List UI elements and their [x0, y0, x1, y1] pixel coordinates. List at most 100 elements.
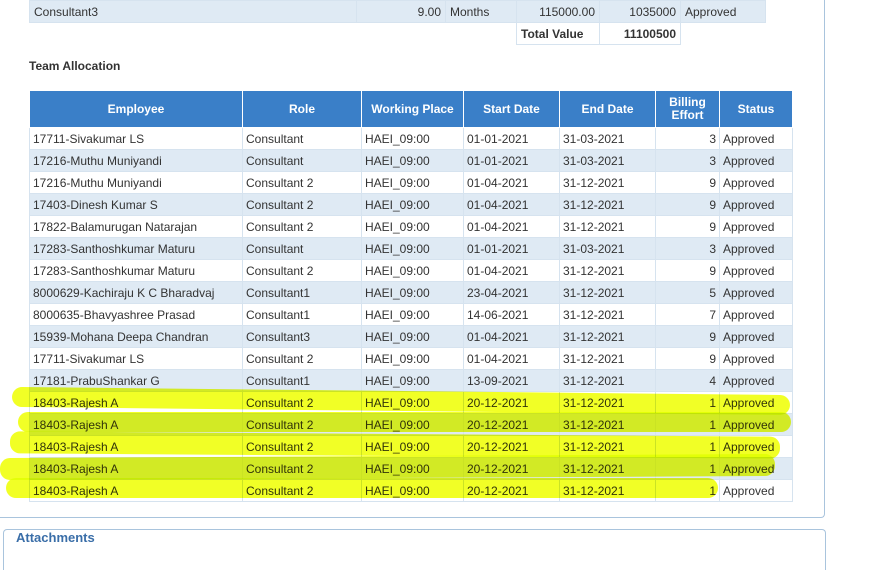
cell-status: Approved	[719, 347, 793, 370]
cell-employee: 17283-Santhoshkumar Maturu	[29, 237, 243, 260]
cell-employee: 17403-Dinesh Kumar S	[29, 193, 243, 216]
cell-billing-effort: 9	[655, 215, 720, 238]
cell-status: Approved	[719, 281, 793, 304]
col-working-place[interactable]: Working Place	[361, 90, 464, 128]
table-row[interactable]: 17216-Muthu Muniyandi Consultant HAEI_09:0…	[29, 149, 793, 172]
cell-billing-effort: 3	[655, 149, 720, 172]
cell-employee: 8000635-Bhavyashree Prasad	[29, 303, 243, 326]
total-row: Total Value 11100500	[30, 22, 766, 45]
col-employee[interactable]: Employee	[29, 90, 243, 128]
cell-role: Consultant3	[242, 325, 362, 348]
cell-working-place: HAEI_09:00	[361, 325, 464, 348]
table-row[interactable]: 8000635-Bhavyashree Prasad Consultant1 HAE…	[29, 303, 793, 326]
cell-working-place: HAEI_09:00	[361, 303, 464, 326]
team-table-header: Employee Role Working Place Start Date E…	[29, 90, 793, 128]
cell-end-date: 31-12-2021	[559, 325, 656, 348]
table-row[interactable]: 17181-PrabuShankar G Consultant1 HAEI_09:0…	[29, 369, 793, 392]
table-row[interactable]: 8000629-Kachiraju K C Bharadvaj Consultan…	[29, 281, 793, 304]
cell-employee: 17711-Sivakumar LS	[29, 347, 243, 370]
resource-unit: Months	[445, 0, 517, 23]
col-billing-effort[interactable]: Billing Effort	[655, 90, 720, 128]
cell-working-place: HAEI_09:00	[361, 171, 464, 194]
cell-working-place: HAEI_09:00	[361, 215, 464, 238]
table-row[interactable]: 17711-Sivakumar LS Consultant 2 HAEI_09:00…	[29, 347, 793, 370]
cell-billing-effort: 9	[655, 325, 720, 348]
highlight-stroke	[6, 478, 718, 498]
cell-employee: 17822-Balamurugan Natarajan	[29, 215, 243, 238]
cell-end-date: 31-03-2021	[559, 127, 656, 150]
cell-role: Consultant 2	[242, 171, 362, 194]
cell-employee: 17216-Muthu Muniyandi	[29, 149, 243, 172]
cell-end-date: 31-12-2021	[559, 347, 656, 370]
cell-status: Approved	[719, 259, 793, 282]
cell-start-date: 01-04-2021	[463, 193, 560, 216]
cell-end-date: 31-03-2021	[559, 149, 656, 172]
cell-start-date: 14-06-2021	[463, 303, 560, 326]
table-row[interactable]: 17403-Dinesh Kumar S Consultant 2 HAEI_09:…	[29, 193, 793, 216]
cell-role: Consultant 2	[242, 215, 362, 238]
cell-billing-effort: 9	[655, 171, 720, 194]
cell-status: Approved	[719, 303, 793, 326]
cell-start-date: 01-04-2021	[463, 347, 560, 370]
total-value: 11100500	[599, 22, 681, 45]
cell-status: Approved	[719, 127, 793, 150]
table-row[interactable]: 17711-Sivakumar LS Consultant HAEI_09:00 01…	[29, 127, 793, 150]
cell-end-date: 31-12-2021	[559, 193, 656, 216]
content-panel	[0, 0, 825, 518]
cell-status: Approved	[719, 149, 793, 172]
cell-end-date: 31-12-2021	[559, 303, 656, 326]
cell-role: Consultant 2	[242, 193, 362, 216]
cell-employee: 17216-Muthu Muniyandi	[29, 171, 243, 194]
cell-status: Approved	[719, 237, 793, 260]
cell-status: Approved	[719, 325, 793, 348]
cell-status: Approved	[719, 369, 793, 392]
cell-employee: 8000629-Kachiraju K C Bharadvaj	[29, 281, 243, 304]
cell-working-place: HAEI_09:00	[361, 193, 464, 216]
cell-billing-effort: 5	[655, 281, 720, 304]
table-row[interactable]: 15939-Mohana Deepa Chandran Consultant3 HA…	[29, 325, 793, 348]
cell-start-date: 01-01-2021	[463, 127, 560, 150]
cell-employee: 17283-Santhoshkumar Maturu	[29, 259, 243, 282]
cell-employee: 17181-PrabuShankar G	[29, 369, 243, 392]
attachments-legend[interactable]: Attachments	[13, 530, 98, 545]
cell-billing-effort: 9	[655, 193, 720, 216]
table-row[interactable]: 17216-Muthu Muniyandi Consultant 2 HAEI_09…	[29, 171, 793, 194]
cell-billing-effort: 3	[655, 237, 720, 260]
cell-working-place: HAEI_09:00	[361, 281, 464, 304]
cell-role: Consultant1	[242, 303, 362, 326]
cell-status: Approved	[719, 479, 793, 502]
cell-working-place: HAEI_09:00	[361, 259, 464, 282]
cell-start-date: 01-04-2021	[463, 325, 560, 348]
cell-start-date: 13-09-2021	[463, 369, 560, 392]
cell-start-date: 01-04-2021	[463, 215, 560, 238]
resource-row: Consultant3 9.00 Months 115000.00 103500…	[29, 0, 766, 23]
cell-end-date: 31-12-2021	[559, 259, 656, 282]
table-row[interactable]: 17283-Santhoshkumar Maturu Consultant HAEI…	[29, 237, 793, 260]
cell-start-date: 23-04-2021	[463, 281, 560, 304]
col-end-date[interactable]: End Date	[559, 90, 656, 128]
highlight-stroke	[0, 453, 776, 481]
cell-role: Consultant 2	[242, 347, 362, 370]
cell-working-place: HAEI_09:00	[361, 369, 464, 392]
cell-end-date: 31-03-2021	[559, 237, 656, 260]
cell-employee: 17711-Sivakumar LS	[29, 127, 243, 150]
team-allocation-title: Team Allocation	[29, 59, 121, 73]
cell-billing-effort: 9	[655, 347, 720, 370]
resource-status: Approved	[680, 0, 766, 23]
cell-status: Approved	[719, 193, 793, 216]
cell-billing-effort: 9	[655, 259, 720, 282]
table-row[interactable]: 17283-Santhoshkumar Maturu Consultant 2 HA…	[29, 259, 793, 282]
cell-status: Approved	[719, 171, 793, 194]
cell-start-date: 01-01-2021	[463, 237, 560, 260]
col-start-date[interactable]: Start Date	[463, 90, 560, 128]
col-status[interactable]: Status	[719, 90, 793, 128]
cell-role: Consultant	[242, 237, 362, 260]
resource-quantity: 9.00	[356, 0, 446, 23]
cell-start-date: 01-01-2021	[463, 149, 560, 172]
resource-name: Consultant3	[29, 0, 357, 23]
cell-role: Consultant1	[242, 369, 362, 392]
total-value-label: Total Value	[516, 22, 600, 45]
col-role[interactable]: Role	[242, 90, 362, 128]
cell-end-date: 31-12-2021	[559, 171, 656, 194]
